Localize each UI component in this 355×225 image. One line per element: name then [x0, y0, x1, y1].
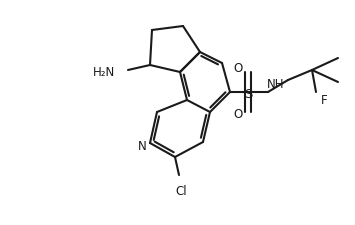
Text: S: S — [244, 88, 252, 101]
Text: O: O — [233, 63, 242, 76]
Text: O: O — [233, 108, 242, 122]
Text: N: N — [138, 140, 146, 153]
Text: Cl: Cl — [175, 185, 187, 198]
Text: NH: NH — [267, 77, 285, 90]
Text: F: F — [321, 94, 327, 106]
Text: H₂N: H₂N — [93, 67, 115, 79]
